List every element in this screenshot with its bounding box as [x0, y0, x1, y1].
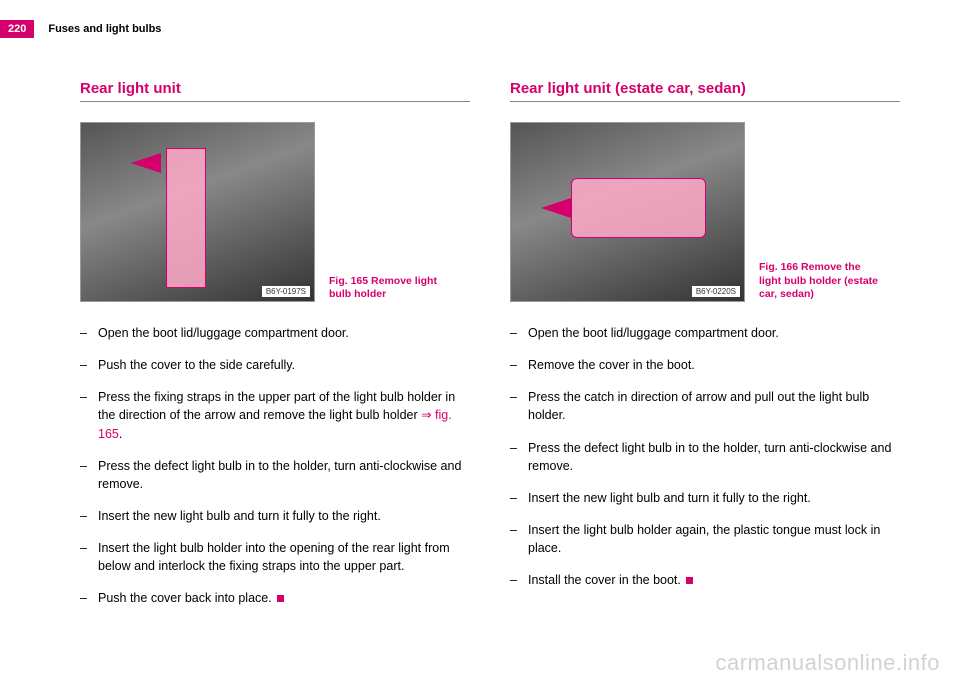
step-item: – Insert the light bulb holder again, th… — [510, 521, 900, 557]
bulb-holder-shape-icon — [166, 148, 206, 288]
arrow-left-icon — [131, 153, 161, 173]
step-item: – Press the defect light bulb in to the … — [80, 457, 470, 493]
step-text: Press the defect light bulb in to the ho… — [528, 439, 900, 475]
step-text: Press the fixing straps in the upper par… — [98, 388, 470, 442]
figure-165-image: B6Y-0197S — [80, 122, 315, 302]
figure-165-label: B6Y-0197S — [262, 286, 310, 297]
left-figure-row: B6Y-0197S Fig. 165 Remove light bulb hol… — [80, 122, 470, 302]
bulb-holder-shape-icon — [571, 178, 706, 238]
step-item: – Push the cover to the side carefully. — [80, 356, 470, 374]
bullet-dash-icon: – — [510, 356, 528, 374]
step-item: – Insert the new light bulb and turn it … — [80, 507, 470, 525]
step-item: – Install the cover in the boot. — [510, 571, 900, 589]
bullet-dash-icon: – — [80, 589, 98, 607]
header-section-title: Fuses and light bulbs — [48, 23, 161, 35]
bullet-dash-icon: – — [510, 439, 528, 475]
step-text-content: Install the cover in the boot. — [528, 573, 681, 587]
bullet-dash-icon: – — [80, 388, 98, 442]
page-number-badge: 220 — [0, 20, 34, 38]
step-text: Push the cover back into place. — [98, 589, 284, 607]
bullet-dash-icon: – — [510, 388, 528, 424]
figure-166-image: B6Y-0220S — [510, 122, 745, 302]
right-steps: – Open the boot lid/luggage compartment … — [510, 324, 900, 589]
step-item: – Insert the new light bulb and turn it … — [510, 489, 900, 507]
bullet-dash-icon: – — [80, 457, 98, 493]
watermark-text: carmanualsonline.info — [715, 650, 940, 676]
figure-166-label: B6Y-0220S — [692, 286, 740, 297]
right-heading: Rear light unit (estate car, sedan) — [510, 80, 900, 102]
bullet-dash-icon: – — [80, 539, 98, 575]
step-text: Press the defect light bulb in to the ho… — [98, 457, 470, 493]
right-figure-row: B6Y-0220S Fig. 166 Remove the light bulb… — [510, 122, 900, 302]
left-steps: – Open the boot lid/luggage compartment … — [80, 324, 470, 607]
step-item: – Insert the light bulb holder into the … — [80, 539, 470, 575]
step-text: Open the boot lid/luggage compartment do… — [528, 324, 779, 342]
step-text: Install the cover in the boot. — [528, 571, 693, 589]
left-column: Rear light unit B6Y-0197S Fig. 165 Remov… — [80, 80, 470, 621]
bullet-dash-icon: – — [510, 489, 528, 507]
bullet-dash-icon: – — [80, 507, 98, 525]
step-text-content: Push the cover back into place. — [98, 591, 272, 605]
bullet-dash-icon: – — [80, 356, 98, 374]
bullet-dash-icon: – — [510, 571, 528, 589]
step-text: Remove the cover in the boot. — [528, 356, 695, 374]
figure-166-caption: Fig. 166 Remove the light bulb holder (e… — [759, 261, 879, 302]
step-item: – Open the boot lid/luggage compartment … — [510, 324, 900, 342]
bullet-dash-icon: – — [510, 324, 528, 342]
step-text: Push the cover to the side carefully. — [98, 356, 295, 374]
left-heading: Rear light unit — [80, 80, 470, 102]
step-item: – Push the cover back into place. — [80, 589, 470, 607]
step-text: Insert the light bulb holder into the op… — [98, 539, 470, 575]
step-item: – Press the defect light bulb in to the … — [510, 439, 900, 475]
right-column: Rear light unit (estate car, sedan) B6Y-… — [510, 80, 900, 621]
figure-165-caption: Fig. 165 Remove light bulb holder — [329, 275, 449, 302]
step-item: – Remove the cover in the boot. — [510, 356, 900, 374]
step-text: Insert the light bulb holder again, the … — [528, 521, 900, 557]
end-square-icon — [686, 577, 693, 584]
step-text: Open the boot lid/luggage compartment do… — [98, 324, 349, 342]
end-square-icon — [277, 595, 284, 602]
step-item: – Press the fixing straps in the upper p… — [80, 388, 470, 442]
page-header: 220 Fuses and light bulbs — [0, 20, 161, 38]
step-item: – Open the boot lid/luggage compartment … — [80, 324, 470, 342]
step-text-pre: Press the fixing straps in the upper par… — [98, 390, 455, 422]
step-item: – Press the catch in direction of arrow … — [510, 388, 900, 424]
arrow-left-icon — [541, 198, 571, 218]
content-columns: Rear light unit B6Y-0197S Fig. 165 Remov… — [80, 80, 900, 621]
step-text: Insert the new light bulb and turn it fu… — [528, 489, 811, 507]
step-text-post: . — [119, 427, 122, 441]
bullet-dash-icon: – — [80, 324, 98, 342]
step-text: Press the catch in direction of arrow an… — [528, 388, 900, 424]
step-text: Insert the new light bulb and turn it fu… — [98, 507, 381, 525]
bullet-dash-icon: – — [510, 521, 528, 557]
